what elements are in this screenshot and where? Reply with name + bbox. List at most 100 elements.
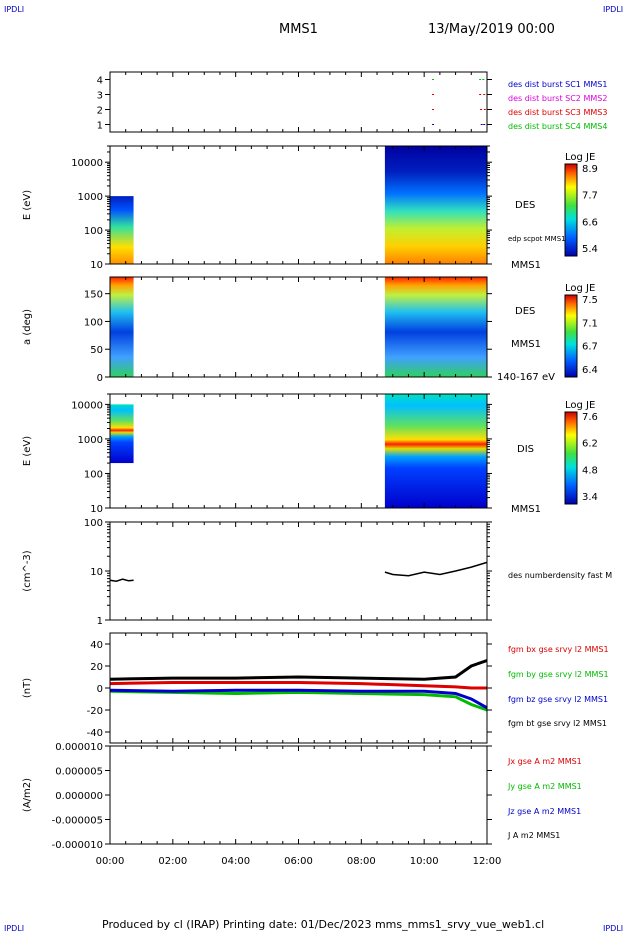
panel-label-4-2: MMS1 — [511, 504, 541, 515]
panel-label-3-3: 140-167 eV — [497, 372, 555, 383]
ytick-label: 10000 — [71, 158, 103, 169]
colorbar-tick: 7.7 — [582, 191, 598, 202]
ytick-label: 0 — [97, 684, 103, 695]
colorbar-4 — [564, 411, 578, 505]
panel-label-2-1: DES — [515, 200, 535, 211]
corner-bl: IPDLI — [4, 924, 25, 933]
ytick-label: 10 — [90, 504, 103, 515]
panel-label-3-2: MMS1 — [511, 339, 541, 350]
ytick-label: 1 — [97, 616, 103, 627]
colorbar-tick: 6.2 — [582, 439, 598, 450]
ytick-label: -0.000005 — [52, 816, 103, 827]
panel-frame-1 — [109, 71, 488, 133]
ylabel-4: E (eV) — [22, 436, 33, 466]
colorbar-title: Log JE — [565, 400, 595, 411]
xtick-label: 02:00 — [158, 856, 187, 867]
series-line-5-1 — [109, 578, 134, 582]
ytick-label: -20 — [87, 706, 103, 717]
ylabel-5: (cm^-3) — [22, 550, 33, 591]
panel-label-2-3: MMS1 — [511, 260, 541, 271]
corner-tr: IPDLI — [603, 5, 624, 14]
spectrogram-block-4-2 — [384, 394, 487, 508]
legend-7-2: Jy gse A m2 MMS1 — [507, 782, 582, 791]
colorbar-tick: 3.4 — [582, 492, 598, 503]
colorbar-2 — [564, 163, 578, 257]
ylabel-6: (nT) — [22, 678, 33, 698]
legend-5-1: des numberdensity fast M — [508, 571, 612, 580]
corner-br: IPDLI — [603, 924, 624, 933]
ytick-label: 50 — [90, 345, 103, 356]
colorbar-tick: 5.4 — [582, 244, 598, 255]
ytick-label: 4 — [97, 76, 103, 87]
legend-burst-2: des dist burst SC2 MMS2 — [508, 94, 607, 103]
legend-7-4: J A m2 MMS1 — [507, 831, 560, 840]
colorbar-tick: 6.4 — [582, 365, 598, 376]
corner-tl: IPDLI — [4, 5, 25, 14]
ytick-label: 0.000000 — [55, 791, 103, 802]
legend-burst-4: des dist burst SC4 MMS4 — [508, 122, 607, 131]
ylabel-7: (A/m2) — [22, 778, 33, 812]
ytick-label: -40 — [87, 728, 103, 739]
colorbar-tick: 6.6 — [582, 217, 598, 228]
xtick-label: 08:00 — [347, 856, 376, 867]
spectrogram-block-3-2 — [384, 277, 487, 377]
spectrogram-block-2-1 — [110, 196, 134, 264]
legend-6-2: fgm by gse srvy l2 MMS1 — [508, 670, 609, 679]
legend-6-4: fgm bt gse srvy l2 MMS1 — [508, 719, 607, 728]
ytick-label: 0 — [97, 373, 103, 384]
legend-burst-3: des dist burst SC3 MMS3 — [508, 108, 607, 117]
panel-label-3-1: DES — [515, 306, 535, 317]
colorbar-tick: 4.8 — [582, 465, 598, 476]
colorbar-tick: 7.1 — [582, 318, 598, 329]
panel-label-4-1: DIS — [517, 444, 534, 455]
spectrogram-block-3-1 — [110, 277, 134, 377]
colorbar-tick: 8.9 — [582, 164, 598, 175]
legend-6-3: fgm bz gse srvy l2 MMS1 — [508, 695, 608, 704]
ytick-label: 0.000010 — [55, 742, 103, 753]
ytick-label: 20 — [90, 662, 103, 673]
series-line-6-1 — [109, 659, 488, 681]
ytick-label: 100 — [84, 317, 103, 328]
series-line-6-2 — [109, 681, 487, 690]
legend-burst-1: des dist burst SC1 MMS1 — [508, 80, 607, 89]
ytick-label: 10000 — [71, 400, 103, 411]
ytick-label: 3 — [97, 91, 103, 102]
legend-7-3: Jz gse A m2 MMS1 — [507, 807, 581, 816]
legend-7-1: Jx gse A m2 MMS1 — [507, 757, 582, 766]
ytick-label: 0.000005 — [55, 767, 103, 778]
ytick-label: 100 — [84, 226, 103, 237]
series-line-6-4 — [109, 688, 488, 710]
xtick-label: 04:00 — [221, 856, 250, 867]
colorbar-tick: 7.6 — [582, 412, 598, 423]
spacecraft-title: MMS1 — [279, 22, 318, 37]
spectrogram-block-2-2 — [384, 146, 487, 264]
ytick-label: 10 — [90, 260, 103, 271]
ytick-label: 1000 — [78, 192, 103, 203]
ytick-label: 150 — [84, 290, 103, 301]
ytick-label: 2 — [97, 106, 103, 117]
ylabel-2: E (eV) — [22, 190, 33, 220]
colorbar-tick: 7.5 — [582, 295, 598, 306]
date-title: 13/May/2019 00:00 — [428, 22, 555, 37]
colorbar-title: Log JE — [565, 152, 595, 163]
xtick-label: 12:00 — [473, 856, 502, 867]
ytick-label: 100 — [84, 469, 103, 480]
ytick-label: 1 — [97, 121, 103, 132]
xtick-label: 10:00 — [410, 856, 439, 867]
colorbar-title: Log JE — [565, 283, 595, 294]
footer-text: Produced by cl (IRAP) Printing date: 01/… — [102, 918, 545, 931]
ytick-label: 10 — [90, 567, 103, 578]
colorbar-3 — [564, 294, 578, 378]
panel-frame-7 — [109, 745, 488, 845]
ytick-label: -0.000010 — [52, 840, 103, 851]
ylabel-3: a (deg) — [22, 309, 33, 345]
series-line-6-3 — [109, 689, 488, 712]
ytick-label: 40 — [90, 640, 103, 651]
panel-frame-5 — [109, 521, 488, 621]
ytick-label: 1000 — [78, 435, 103, 446]
legend-6-1: fgm bx gse srvy l2 MMS1 — [508, 645, 609, 654]
panel-label-2-2: edp scpot MMS1 — [508, 235, 566, 243]
panel-frame-6 — [109, 632, 488, 744]
ytick-label: 100 — [84, 518, 103, 529]
